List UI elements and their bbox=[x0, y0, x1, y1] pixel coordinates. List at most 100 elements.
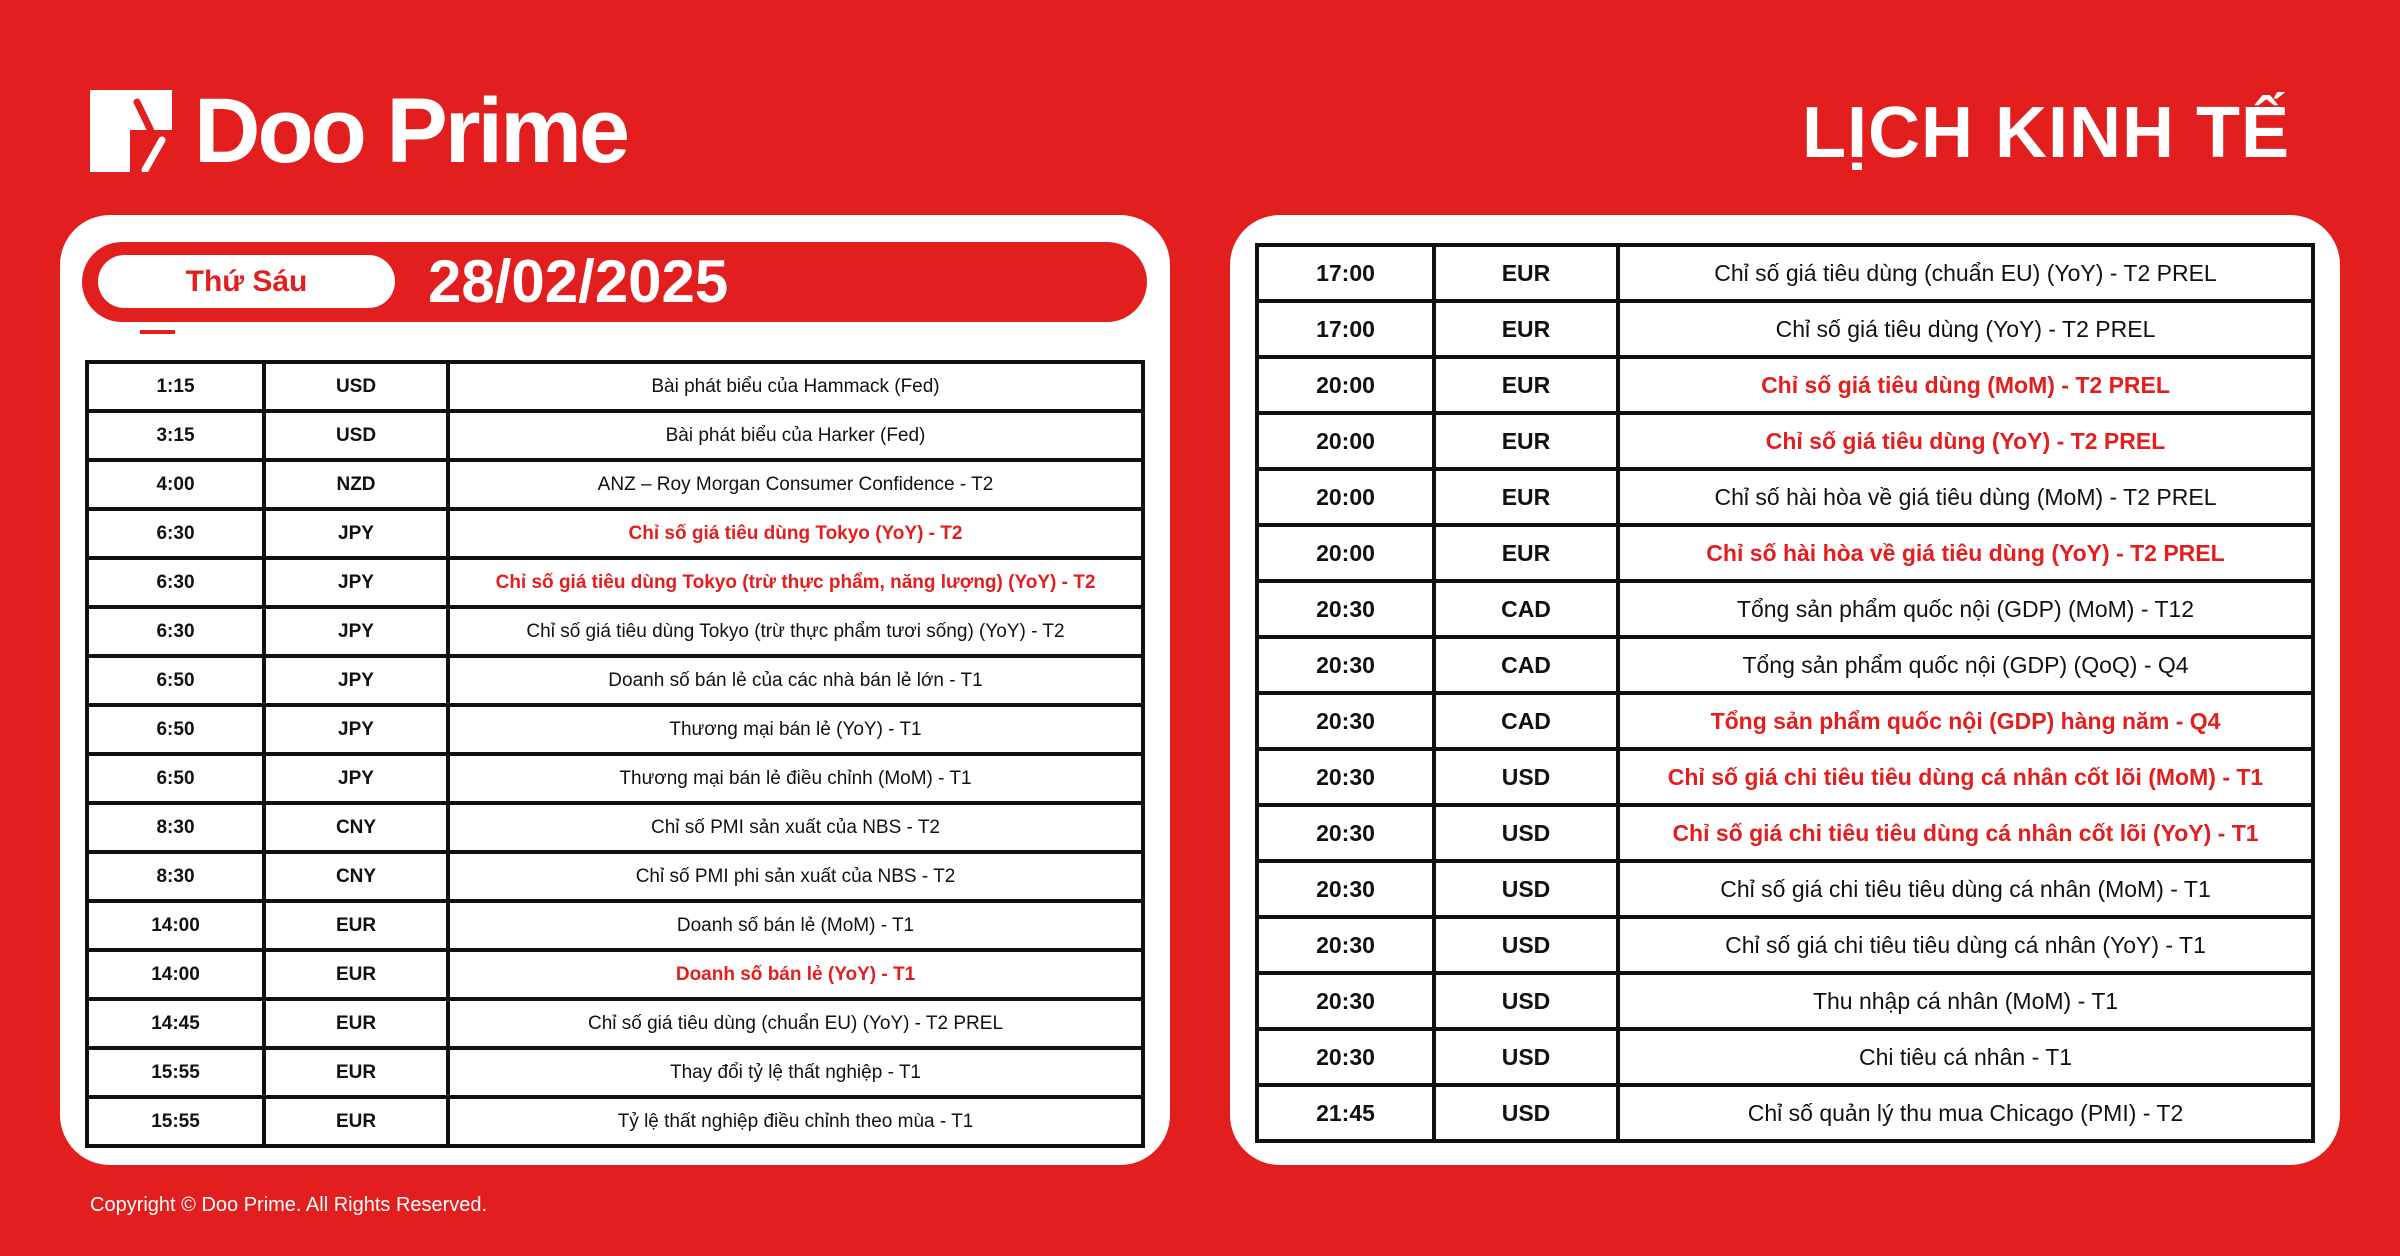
event-cell: Doanh số bán lẻ của các nhà bán lẻ lớn -… bbox=[446, 654, 1145, 707]
currency-cell: EUR bbox=[1432, 523, 1620, 583]
currency-cell: JPY bbox=[262, 507, 450, 560]
copyright: Copyright © Doo Prime. All Rights Reserv… bbox=[90, 1194, 488, 1216]
time-cell: 4:00 bbox=[85, 458, 266, 511]
table-row: 6:50 JPY Thương mại bán lẻ điều chỉnh (MoM… bbox=[85, 752, 1145, 805]
currency-cell: EUR bbox=[1432, 467, 1620, 527]
currency-cell: EUR bbox=[262, 997, 450, 1050]
currency-cell: EUR bbox=[262, 1046, 450, 1099]
page-title: LỊCH KINH TẾ bbox=[1802, 93, 2290, 173]
left-events-table: 1:15 USD Bài phát biểu của Hammack (Fed) 3:… bbox=[85, 360, 1145, 1148]
time-cell: 17:00 bbox=[1255, 243, 1436, 303]
currency-cell: USD bbox=[1432, 971, 1620, 1031]
table-row: 20:00 EUR Chỉ số giá tiêu dùng (MoM) - T2 … bbox=[1255, 355, 2315, 415]
time-cell: 20:30 bbox=[1255, 747, 1436, 807]
time-cell: 21:45 bbox=[1255, 1083, 1436, 1143]
divider-dash bbox=[140, 330, 175, 334]
currency-cell: CAD bbox=[1432, 691, 1620, 751]
event-cell: ANZ – Roy Morgan Consumer Confidence - T… bbox=[446, 458, 1145, 511]
currency-cell: USD bbox=[1432, 747, 1620, 807]
table-row: 20:30 CAD Tổng sản phẩm quốc nội (GDP) hàn… bbox=[1255, 691, 2315, 751]
table-row: 17:00 EUR Chỉ số giá tiêu dùng (chuẩn EU) … bbox=[1255, 243, 2315, 303]
currency-cell: CAD bbox=[1432, 635, 1620, 695]
time-cell: 20:30 bbox=[1255, 635, 1436, 695]
time-cell: 20:00 bbox=[1255, 467, 1436, 527]
event-cell: Chỉ số giá chi tiêu tiêu dùng cá nhân (M… bbox=[1616, 859, 2315, 919]
event-cell: Chỉ số giá tiêu dùng Tokyo (YoY) - T2 bbox=[446, 507, 1145, 560]
time-cell: 20:30 bbox=[1255, 1027, 1436, 1087]
table-row: 6:30 JPY Chỉ số giá tiêu dùng Tokyo (YoY) … bbox=[85, 507, 1145, 560]
table-row: 20:30 USD Chi tiêu cá nhân - T1 bbox=[1255, 1027, 2315, 1087]
event-cell: Thu nhập cá nhân (MoM) - T1 bbox=[1616, 971, 2315, 1031]
currency-cell: USD bbox=[1432, 859, 1620, 919]
currency-cell: USD bbox=[1432, 1083, 1620, 1143]
table-row: 20:00 EUR Chỉ số giá tiêu dùng (YoY) - T2 … bbox=[1255, 411, 2315, 471]
time-cell: 6:50 bbox=[85, 654, 266, 707]
time-cell: 15:55 bbox=[85, 1046, 266, 1099]
time-cell: 14:00 bbox=[85, 948, 266, 1001]
event-cell: Tổng sản phẩm quốc nội (GDP) (QoQ) - Q4 bbox=[1616, 635, 2315, 695]
table-row: 6:30 JPY Chỉ số giá tiêu dùng Tokyo (trừ t… bbox=[85, 605, 1145, 658]
event-cell: Thương mại bán lẻ điều chỉnh (MoM) - T1 bbox=[446, 752, 1145, 805]
time-cell: 20:30 bbox=[1255, 971, 1436, 1031]
time-cell: 20:00 bbox=[1255, 523, 1436, 583]
time-cell: 14:00 bbox=[85, 899, 266, 952]
event-cell: Chỉ số quản lý thu mua Chicago (PMI) - T… bbox=[1616, 1083, 2315, 1143]
currency-cell: USD bbox=[1432, 1027, 1620, 1087]
table-row: 20:30 CAD Tổng sản phẩm quốc nội (GDP) (Qo… bbox=[1255, 635, 2315, 695]
table-row: 15:55 EUR Thay đổi tỷ lệ thất nghiệp - T1 bbox=[85, 1046, 1145, 1099]
weekday-badge: Thứ Sáu bbox=[98, 255, 395, 308]
event-cell: Chỉ số giá tiêu dùng (YoY) - T2 PREL bbox=[1616, 299, 2315, 359]
event-cell: Chỉ số giá tiêu dùng (MoM) - T2 PREL bbox=[1616, 355, 2315, 415]
table-row: 20:00 EUR Chỉ số hài hòa về giá tiêu dùng … bbox=[1255, 467, 2315, 527]
event-cell: Chỉ số hài hòa về giá tiêu dùng (YoY) - … bbox=[1616, 523, 2315, 583]
left-schedule-card: Thứ Sáu 28/02/2025 1:15 USD Bài phát biểu … bbox=[60, 215, 1170, 1165]
currency-cell: CNY bbox=[262, 850, 450, 903]
time-cell: 3:15 bbox=[85, 409, 266, 462]
time-cell: 1:15 bbox=[85, 360, 266, 413]
event-cell: Chỉ số giá chi tiêu tiêu dùng cá nhân cố… bbox=[1616, 803, 2315, 863]
time-cell: 15:55 bbox=[85, 1095, 266, 1148]
table-row: 6:50 JPY Doanh số bán lẻ của các nhà bán l… bbox=[85, 654, 1145, 707]
right-events-table: 17:00 EUR Chỉ số giá tiêu dùng (chuẩn EU) … bbox=[1255, 243, 2315, 1143]
logo-mark-icon bbox=[90, 90, 172, 174]
currency-cell: USD bbox=[1432, 915, 1620, 975]
time-cell: 20:30 bbox=[1255, 691, 1436, 751]
table-row: 20:30 USD Chỉ số giá chi tiêu tiêu dùng cá… bbox=[1255, 747, 2315, 807]
event-cell: Chỉ số giá chi tiêu tiêu dùng cá nhân cố… bbox=[1616, 747, 2315, 807]
currency-cell: NZD bbox=[262, 458, 450, 511]
event-cell: Chỉ số PMI phi sản xuất của NBS - T2 bbox=[446, 850, 1145, 903]
table-row: 8:30 CNY Chỉ số PMI phi sản xuất của NBS -… bbox=[85, 850, 1145, 903]
event-cell: Bài phát biểu của Hammack (Fed) bbox=[446, 360, 1145, 413]
time-cell: 8:30 bbox=[85, 850, 266, 903]
event-cell: Tổng sản phẩm quốc nội (GDP) hàng năm - … bbox=[1616, 691, 2315, 751]
table-row: 1:15 USD Bài phát biểu của Hammack (Fed) bbox=[85, 360, 1145, 413]
date-label: 28/02/2025 bbox=[428, 248, 729, 315]
currency-cell: JPY bbox=[262, 752, 450, 805]
time-cell: 6:30 bbox=[85, 556, 266, 609]
date-bar: Thứ Sáu 28/02/2025 bbox=[82, 242, 1147, 322]
time-cell: 14:45 bbox=[85, 997, 266, 1050]
time-cell: 8:30 bbox=[85, 801, 266, 854]
currency-cell: EUR bbox=[1432, 299, 1620, 359]
event-cell: Chỉ số giá tiêu dùng (YoY) - T2 PREL bbox=[1616, 411, 2315, 471]
event-cell: Chỉ số giá tiêu dùng (chuẩn EU) (YoY) - … bbox=[446, 997, 1145, 1050]
event-cell: Chỉ số giá tiêu dùng Tokyo (trừ thực phẩ… bbox=[446, 556, 1145, 609]
table-row: 20:30 CAD Tổng sản phẩm quốc nội (GDP) (Mo… bbox=[1255, 579, 2315, 639]
time-cell: 20:00 bbox=[1255, 355, 1436, 415]
currency-cell: JPY bbox=[262, 703, 450, 756]
table-row: 20:30 USD Thu nhập cá nhân (MoM) - T1 bbox=[1255, 971, 2315, 1031]
event-cell: Chi tiêu cá nhân - T1 bbox=[1616, 1027, 2315, 1087]
logo-text: Doo Prime bbox=[194, 80, 630, 182]
table-row: 20:00 EUR Chỉ số hài hòa về giá tiêu dùng … bbox=[1255, 523, 2315, 583]
doo-prime-logo: Doo Prime bbox=[90, 80, 630, 182]
time-cell: 6:30 bbox=[85, 507, 266, 560]
currency-cell: USD bbox=[262, 360, 450, 413]
currency-cell: EUR bbox=[1432, 411, 1620, 471]
currency-cell: EUR bbox=[262, 899, 450, 952]
currency-cell: JPY bbox=[262, 605, 450, 658]
event-cell: Bài phát biểu của Harker (Fed) bbox=[446, 409, 1145, 462]
event-cell: Doanh số bán lẻ (MoM) - T1 bbox=[446, 899, 1145, 952]
table-row: 3:15 USD Bài phát biểu của Harker (Fed) bbox=[85, 409, 1145, 462]
right-schedule-card: 17:00 EUR Chỉ số giá tiêu dùng (chuẩn EU) … bbox=[1230, 215, 2340, 1165]
time-cell: 6:30 bbox=[85, 605, 266, 658]
